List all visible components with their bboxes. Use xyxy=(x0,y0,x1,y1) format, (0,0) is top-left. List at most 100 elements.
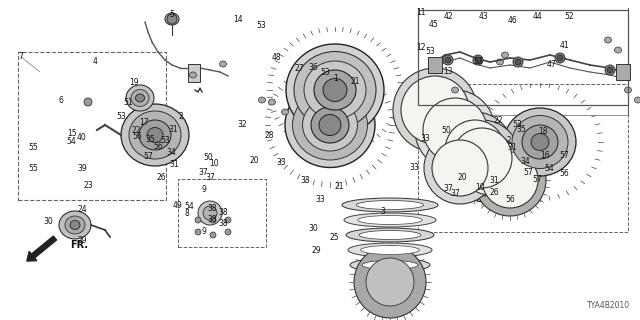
Text: 37: 37 xyxy=(451,189,461,198)
Text: 19: 19 xyxy=(129,78,140,87)
Ellipse shape xyxy=(269,99,275,105)
Ellipse shape xyxy=(319,115,341,135)
Ellipse shape xyxy=(359,230,421,239)
Circle shape xyxy=(445,57,451,63)
Circle shape xyxy=(475,57,481,63)
Ellipse shape xyxy=(304,61,366,119)
Circle shape xyxy=(210,232,216,238)
Circle shape xyxy=(473,55,483,65)
Ellipse shape xyxy=(303,99,358,151)
Circle shape xyxy=(225,217,231,223)
Text: 47: 47 xyxy=(547,60,557,69)
Ellipse shape xyxy=(451,87,458,93)
Text: 29: 29 xyxy=(312,246,322,255)
Text: 44: 44 xyxy=(532,12,543,21)
Circle shape xyxy=(460,135,520,195)
Text: 41: 41 xyxy=(559,41,570,50)
Circle shape xyxy=(84,98,92,106)
Circle shape xyxy=(452,128,512,188)
Text: 6: 6 xyxy=(58,96,63,105)
Text: TYA4B2010: TYA4B2010 xyxy=(587,301,630,310)
Text: 32: 32 xyxy=(237,120,247,129)
Text: 29: 29 xyxy=(77,236,87,245)
Text: 49: 49 xyxy=(173,201,183,210)
Ellipse shape xyxy=(344,213,436,227)
Text: 22: 22 xyxy=(132,126,141,135)
Circle shape xyxy=(555,53,565,63)
Text: 50: 50 xyxy=(442,126,452,135)
Text: 25: 25 xyxy=(329,233,339,242)
Text: 31: 31 xyxy=(169,160,179,169)
Ellipse shape xyxy=(189,72,196,78)
Text: 22: 22 xyxy=(493,116,502,125)
Text: 7: 7 xyxy=(19,52,24,61)
Text: 57: 57 xyxy=(532,175,543,184)
Circle shape xyxy=(415,90,495,170)
Text: 24: 24 xyxy=(77,205,87,214)
Ellipse shape xyxy=(121,104,189,166)
Ellipse shape xyxy=(129,111,181,159)
Text: 53: 53 xyxy=(512,120,522,129)
Ellipse shape xyxy=(497,59,504,65)
Text: 33: 33 xyxy=(300,176,310,185)
Text: 53: 53 xyxy=(160,136,170,145)
Circle shape xyxy=(210,217,216,223)
Text: 53: 53 xyxy=(474,57,484,66)
Text: 26: 26 xyxy=(156,173,166,182)
Text: 14: 14 xyxy=(233,15,243,24)
Text: 39: 39 xyxy=(77,164,87,172)
Text: 57: 57 xyxy=(559,151,570,160)
Text: 42: 42 xyxy=(443,12,453,21)
Ellipse shape xyxy=(512,116,568,169)
Text: 56: 56 xyxy=(154,142,164,151)
Circle shape xyxy=(605,65,615,75)
Ellipse shape xyxy=(286,44,384,136)
Text: 38: 38 xyxy=(218,220,228,228)
Text: 38: 38 xyxy=(207,204,218,213)
Text: 10: 10 xyxy=(475,183,485,192)
Text: 27: 27 xyxy=(294,64,305,73)
Text: 4: 4 xyxy=(92,57,97,66)
Bar xyxy=(188,64,200,82)
Bar xyxy=(18,52,166,200)
Ellipse shape xyxy=(136,94,145,102)
Text: 53: 53 xyxy=(116,112,127,121)
Circle shape xyxy=(515,59,521,65)
Ellipse shape xyxy=(147,127,163,142)
Text: 20: 20 xyxy=(457,173,467,182)
Text: 15: 15 xyxy=(67,129,77,138)
Ellipse shape xyxy=(282,109,289,115)
Text: 55: 55 xyxy=(28,164,38,172)
Bar xyxy=(418,10,628,105)
Text: 33: 33 xyxy=(276,158,287,167)
Circle shape xyxy=(452,127,528,203)
Text: 45: 45 xyxy=(429,20,439,29)
Bar xyxy=(178,179,266,247)
Text: 46: 46 xyxy=(507,16,517,25)
Text: 53: 53 xyxy=(256,21,266,30)
Text: 28: 28 xyxy=(264,131,273,140)
Ellipse shape xyxy=(126,85,154,111)
Bar xyxy=(428,57,442,73)
Ellipse shape xyxy=(614,47,621,53)
FancyArrow shape xyxy=(27,236,56,261)
Bar xyxy=(418,84,628,232)
Circle shape xyxy=(401,76,469,144)
Text: 13: 13 xyxy=(443,67,453,76)
Ellipse shape xyxy=(292,90,367,160)
Text: 12: 12 xyxy=(417,43,426,52)
Circle shape xyxy=(366,258,414,306)
Ellipse shape xyxy=(625,87,632,93)
Text: 30: 30 xyxy=(308,224,319,233)
Circle shape xyxy=(482,152,538,208)
Circle shape xyxy=(513,57,523,67)
Text: 53: 53 xyxy=(320,68,330,77)
Text: 31: 31 xyxy=(168,125,178,134)
Text: 31: 31 xyxy=(507,143,517,152)
Ellipse shape xyxy=(165,13,179,25)
Circle shape xyxy=(432,140,488,196)
Text: 51: 51 xyxy=(123,98,133,107)
Text: 36: 36 xyxy=(308,63,319,72)
Text: 56: 56 xyxy=(506,196,516,204)
Text: 20: 20 xyxy=(250,156,260,164)
